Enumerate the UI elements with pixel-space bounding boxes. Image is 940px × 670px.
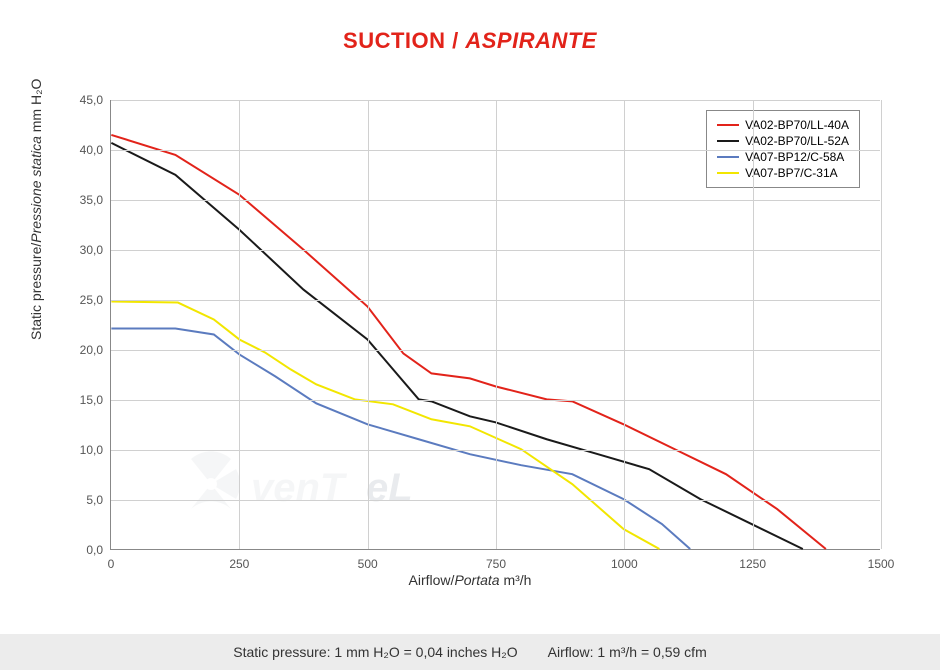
- ytick-label: 15,0: [80, 393, 111, 407]
- ytick-label: 20,0: [80, 343, 111, 357]
- legend-label: VA07-BP12/C-58A: [745, 150, 844, 164]
- xtick-label: 500: [358, 549, 378, 571]
- series-line: [111, 302, 659, 549]
- legend-item: VA07-BP7/C-31A: [717, 165, 849, 181]
- title-sep: /: [446, 28, 466, 53]
- ytick-label: 5,0: [86, 493, 111, 507]
- ytick-label: 10,0: [80, 443, 111, 457]
- series-line: [111, 143, 802, 549]
- legend-item: VA07-BP12/C-58A: [717, 149, 849, 165]
- xlabel-prefix: Airflow/: [409, 572, 455, 588]
- ytick-label: 25,0: [80, 293, 111, 307]
- xtick-label: 1000: [611, 549, 638, 571]
- chart-title: SUCTION / ASPIRANTE: [0, 0, 940, 54]
- gridline-v: [368, 100, 369, 549]
- xtick-label: 250: [229, 549, 249, 571]
- chart-area: Static pressure/Pressione statica mm H₂O…: [40, 80, 900, 600]
- footer-right: Airflow: 1 m³/h = 0,59 cfm: [548, 644, 707, 660]
- plot-region: venT eL VA02-BP70/LL-40AVA02-BP70/LL-52A…: [110, 100, 880, 550]
- legend-label: VA07-BP7/C-31A: [745, 166, 838, 180]
- y-axis-label: Static pressure/Pressione statica mm H₂O: [28, 79, 44, 340]
- xlabel-unit: m³/h: [500, 572, 532, 588]
- gridline-v: [624, 100, 625, 549]
- legend-swatch: [717, 124, 739, 126]
- gridline-v: [753, 100, 754, 549]
- title-main: SUCTION: [343, 28, 446, 53]
- legend-item: VA02-BP70/LL-40A: [717, 117, 849, 133]
- series-line: [111, 135, 826, 549]
- legend: VA02-BP70/LL-40A VA02-BP70/LL-52A VA07-BP1…: [706, 110, 860, 188]
- gridline-v: [881, 100, 882, 549]
- xtick-label: 1500: [868, 549, 895, 571]
- gridline-v: [239, 100, 240, 549]
- ytick-label: 30,0: [80, 243, 111, 257]
- x-axis-label: Airflow/Portata m³/h: [40, 572, 900, 588]
- legend-label: VA02-BP70/LL-40A: [745, 118, 849, 132]
- title-alt: ASPIRANTE: [465, 28, 597, 53]
- ytick-label: 45,0: [80, 93, 111, 107]
- ytick-label: 40,0: [80, 143, 111, 157]
- series-line: [111, 328, 690, 549]
- legend-swatch: [717, 140, 739, 142]
- ylabel-italic: Pressione statica: [28, 136, 44, 243]
- xtick-label: 1250: [739, 549, 766, 571]
- xtick-label: 0: [108, 549, 115, 571]
- gridline-v: [496, 100, 497, 549]
- xtick-label: 750: [486, 549, 506, 571]
- legend-swatch: [717, 156, 739, 158]
- footer-left: Static pressure: 1 mm H₂O = 0,04 inches …: [233, 644, 517, 660]
- ylabel-prefix: Static pressure/: [28, 243, 44, 340]
- ytick-label: 35,0: [80, 193, 111, 207]
- footer-bar: Static pressure: 1 mm H₂O = 0,04 inches …: [0, 634, 940, 670]
- legend-swatch: [717, 172, 739, 174]
- legend-label: VA02-BP70/LL-52A: [745, 134, 849, 148]
- ylabel-unit: mm H₂O: [28, 79, 44, 137]
- legend-item: VA02-BP70/LL-52A: [717, 133, 849, 149]
- xlabel-italic: Portata: [454, 572, 499, 588]
